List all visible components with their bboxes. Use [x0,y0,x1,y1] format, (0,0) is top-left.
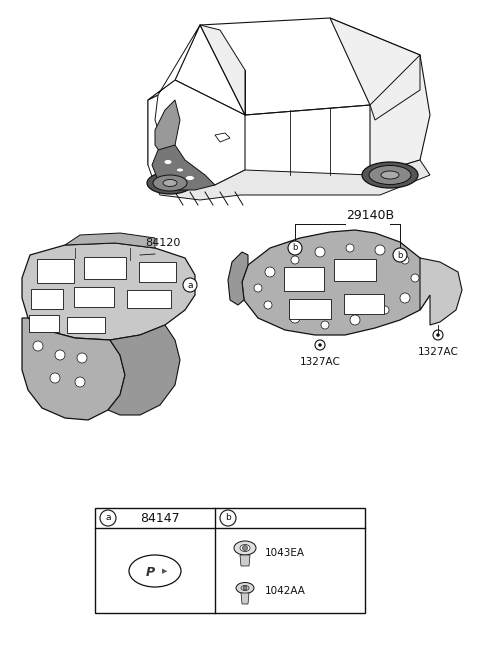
Circle shape [400,293,410,303]
FancyBboxPatch shape [139,262,176,282]
FancyBboxPatch shape [74,287,114,307]
Circle shape [350,315,360,325]
Text: 1042AA: 1042AA [265,586,306,596]
Polygon shape [22,243,195,340]
Ellipse shape [164,159,172,165]
Polygon shape [228,252,248,305]
Ellipse shape [236,583,254,594]
Text: P: P [145,567,155,579]
Text: 1327AC: 1327AC [300,357,340,367]
Circle shape [321,321,329,329]
FancyBboxPatch shape [127,290,171,308]
Circle shape [264,301,272,309]
Polygon shape [155,160,430,200]
Text: b: b [292,243,298,253]
Ellipse shape [147,172,193,194]
Circle shape [375,245,385,255]
Ellipse shape [241,586,249,590]
Circle shape [315,340,325,350]
FancyBboxPatch shape [29,315,59,332]
Polygon shape [155,100,180,155]
Polygon shape [108,325,180,415]
Ellipse shape [163,180,177,186]
Circle shape [436,333,440,337]
FancyBboxPatch shape [31,289,63,309]
Polygon shape [370,55,420,120]
Circle shape [393,248,407,262]
Text: a: a [105,514,111,522]
Polygon shape [148,25,200,100]
Ellipse shape [153,175,187,191]
Circle shape [242,546,248,550]
Polygon shape [148,95,180,195]
Circle shape [346,244,354,252]
Circle shape [265,267,275,277]
FancyBboxPatch shape [37,259,74,283]
Ellipse shape [381,171,399,179]
Ellipse shape [362,162,418,188]
Circle shape [290,313,300,323]
Circle shape [243,586,247,590]
Text: 84147: 84147 [140,512,180,525]
Circle shape [33,341,43,351]
Circle shape [183,278,197,292]
Polygon shape [175,18,420,115]
Circle shape [77,353,87,363]
Text: a: a [187,281,193,289]
Text: 29140B: 29140B [346,209,394,222]
Text: 1043EA: 1043EA [265,548,305,558]
Circle shape [411,274,419,282]
Polygon shape [200,25,245,115]
Polygon shape [22,318,125,420]
Circle shape [100,510,116,526]
FancyBboxPatch shape [344,294,384,314]
Circle shape [381,306,389,314]
FancyBboxPatch shape [84,257,126,279]
Circle shape [50,373,60,383]
Polygon shape [240,555,250,566]
Text: b: b [225,514,231,522]
Text: 84120: 84120 [145,238,180,248]
Bar [95,508,365,613]
Circle shape [291,256,299,264]
Ellipse shape [177,168,183,172]
Circle shape [288,241,302,255]
FancyBboxPatch shape [67,317,105,333]
Polygon shape [242,230,430,335]
Circle shape [55,350,65,360]
FancyBboxPatch shape [284,267,324,291]
Circle shape [433,330,443,340]
Polygon shape [152,145,215,190]
FancyBboxPatch shape [334,259,376,281]
Ellipse shape [185,176,194,180]
Circle shape [401,256,409,264]
Circle shape [315,247,325,257]
Circle shape [319,344,322,346]
Polygon shape [148,80,245,185]
Circle shape [254,284,262,292]
Ellipse shape [240,544,250,552]
Polygon shape [65,233,155,248]
Polygon shape [330,18,430,175]
Ellipse shape [129,555,181,587]
Ellipse shape [369,165,411,184]
Polygon shape [215,133,230,142]
FancyBboxPatch shape [289,299,331,319]
Text: ▶: ▶ [162,568,168,574]
Text: 1327AC: 1327AC [418,347,458,357]
Polygon shape [420,258,462,325]
Circle shape [220,510,236,526]
Text: b: b [397,251,403,260]
Polygon shape [241,593,249,604]
Circle shape [75,377,85,387]
Ellipse shape [234,541,256,555]
